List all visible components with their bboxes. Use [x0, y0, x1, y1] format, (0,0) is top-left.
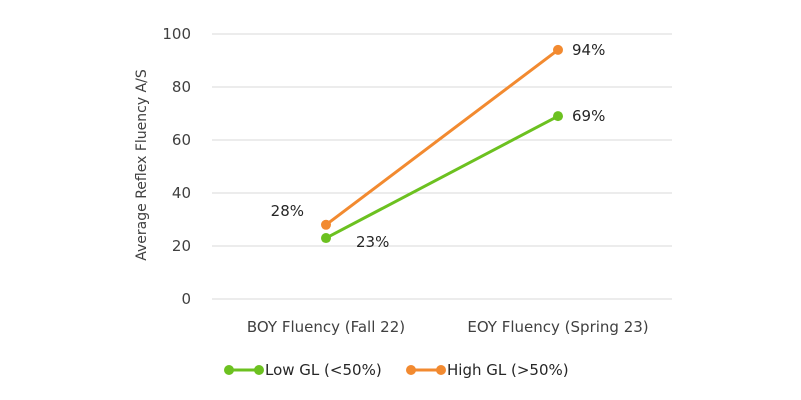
- data-point-0-0: [321, 233, 331, 244]
- series-line-0: [324, 114, 560, 240]
- y-axis-label: Average Reflex Fluency A/S: [134, 69, 150, 261]
- series-lines: 23% 69% 28% 94%: [271, 41, 606, 251]
- y-tick-label-80: 80: [172, 78, 191, 96]
- y-tick-label-40: 40: [172, 184, 191, 202]
- data-label-0-0: 23%: [356, 233, 389, 251]
- data-label-0-1: 69%: [572, 107, 605, 125]
- legend-marker-left-0: [224, 365, 234, 375]
- legend-label-1: High GL (>50%): [447, 361, 569, 379]
- legend-marker-right-1: [436, 365, 446, 375]
- legend-marker-left-1: [406, 365, 416, 375]
- legend-marker-right-0: [254, 365, 264, 375]
- data-point-1-0: [321, 219, 331, 230]
- x-axis-categories: BOY Fluency (Fall 22) EOY Fluency (Spring…: [247, 318, 649, 336]
- legend-label-0: Low GL (<50%): [265, 361, 382, 379]
- data-label-1-0: 28%: [271, 202, 304, 220]
- data-label-1-1: 94%: [572, 41, 605, 59]
- legend-item-1: High GL (>50%): [406, 361, 569, 379]
- series-1: 28% 94%: [271, 41, 605, 230]
- y-tick-label-20: 20: [172, 237, 191, 255]
- y-tick-label-0: 0: [181, 290, 191, 308]
- series-0: 23% 69%: [321, 107, 605, 251]
- grid-lines: [212, 33, 672, 300]
- y-axis-ticks: 0 20 40 60 80 100: [162, 25, 191, 308]
- series-line-1: [324, 48, 560, 227]
- data-point-0-1: [553, 111, 563, 122]
- legend-item-0: Low GL (<50%): [224, 361, 382, 379]
- x-category-label-1: EOY Fluency (Spring 23): [467, 318, 648, 336]
- legend: Low GL (<50%) High GL (>50%): [224, 361, 569, 379]
- x-category-label-0: BOY Fluency (Fall 22): [247, 318, 405, 336]
- y-tick-label-60: 60: [172, 131, 191, 149]
- data-point-1-1: [553, 44, 563, 55]
- y-tick-label-100: 100: [162, 25, 191, 43]
